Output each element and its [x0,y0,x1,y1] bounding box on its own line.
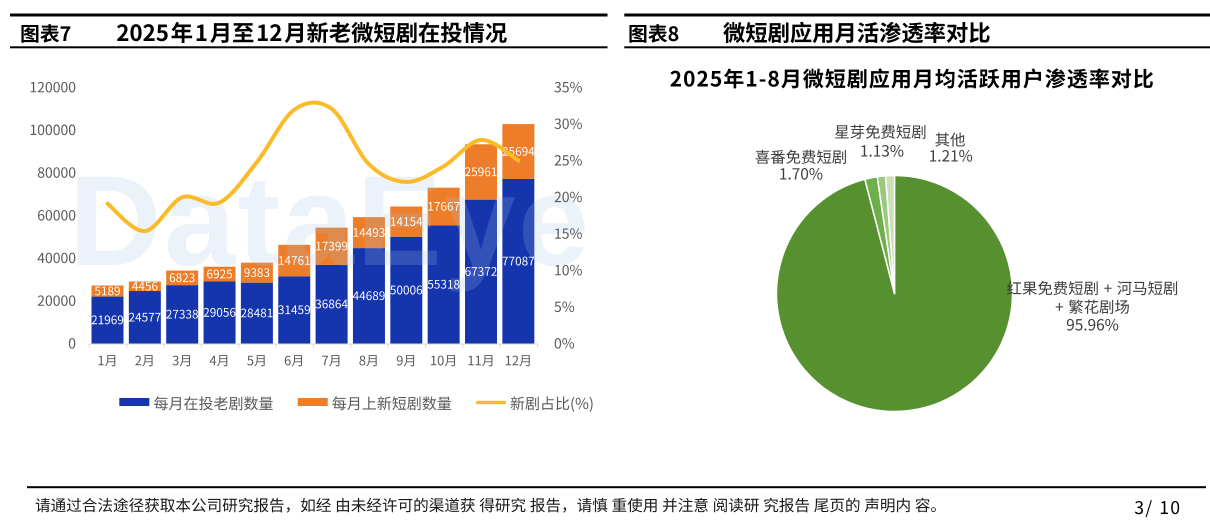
svg-text:DataEye: DataEye [69,150,592,293]
